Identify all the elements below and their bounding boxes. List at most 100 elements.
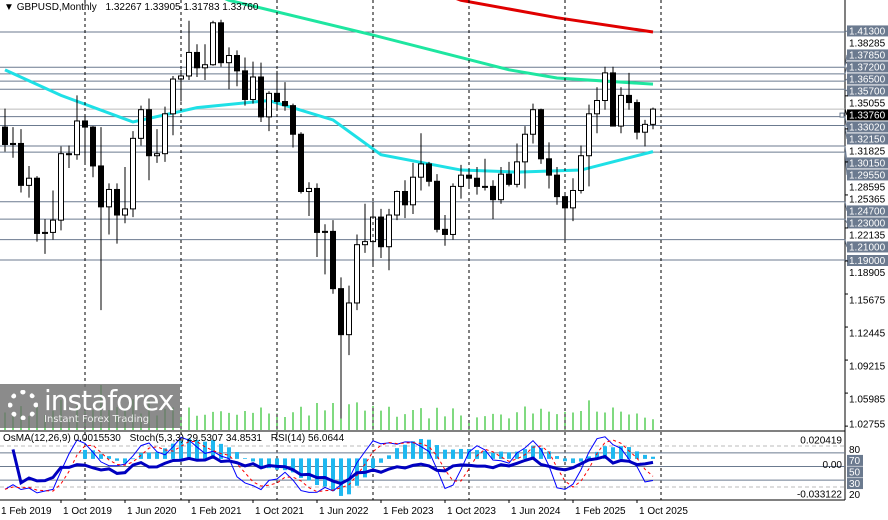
candle-body (586, 113, 592, 157)
candle-body (138, 109, 144, 139)
osma-bar (299, 458, 303, 478)
candle-body (330, 230, 336, 290)
osma-bar (611, 447, 615, 459)
osma-axis-label: 0.020419 (800, 436, 842, 447)
moving-average-line (224, 0, 654, 86)
y-tick-label: 1.02755 (849, 420, 886, 431)
level-tag-label: 1.21000 (849, 242, 886, 253)
current-price-label: 1.33760 (849, 110, 886, 121)
osma-bar (435, 445, 439, 459)
y-tick-label: 1.05985 (849, 395, 886, 406)
osma-bar (107, 456, 111, 459)
osma-bar (99, 454, 103, 459)
tag-leader (844, 66, 848, 75)
osma-bar (163, 448, 167, 459)
indicator-level-label: 50 (849, 467, 861, 478)
level-tag (847, 255, 888, 267)
candle-body (146, 109, 152, 157)
candle-body (418, 163, 424, 178)
osma-bar (211, 440, 215, 459)
candle-body (362, 241, 368, 246)
indicator-header: OsMA(12,26,9) 0.0015530 Stoch(5,3,3) 29.… (3, 433, 344, 444)
candle-body (514, 161, 520, 185)
y-tick-label: 1.31825 (849, 146, 886, 157)
osma-bar (315, 458, 319, 486)
candle-body (570, 189, 576, 209)
tag-leader (844, 30, 848, 33)
candle-body (210, 22, 216, 66)
osma-bar (131, 458, 135, 460)
osma-bar (459, 448, 463, 459)
level-tag-label: 1.24700 (849, 206, 886, 217)
candle-body (106, 188, 112, 208)
candle-body (194, 51, 200, 69)
osma-bar (587, 456, 591, 459)
osma-bar (563, 458, 567, 462)
candle-body (226, 55, 232, 64)
candle-body (434, 180, 440, 230)
level-tag (847, 121, 888, 133)
osma-bar (291, 458, 295, 473)
candle-body (394, 191, 400, 216)
candle-body (26, 177, 32, 186)
osma-bar (347, 458, 351, 495)
y-tick-label: 1.15675 (849, 296, 886, 307)
candle-body (618, 94, 624, 127)
candle-body (610, 72, 616, 127)
osma-bar (243, 458, 247, 459)
candle-body (202, 64, 208, 69)
x-tick-label: 1 Oct 2025 (639, 506, 688, 517)
y-tick-label: 1.22135 (849, 230, 886, 241)
osma-bar (515, 451, 519, 459)
candle-body (386, 214, 392, 248)
osma-bar (643, 454, 647, 459)
indicator-level-label: 70 (849, 456, 861, 467)
tag-leader (844, 218, 848, 224)
osma-bar (491, 452, 495, 459)
osma-bar (483, 450, 487, 459)
rsi-readout: RSI(14) 56.0644 (270, 433, 345, 444)
osma-bar (467, 448, 471, 459)
stochastic-main-line (4, 436, 654, 494)
osma-bar (283, 458, 287, 471)
candle-body (554, 174, 560, 198)
moving-average-line (455, 0, 654, 34)
osma-bar (427, 439, 431, 459)
osma-bar (475, 450, 479, 459)
osma-bar (579, 458, 583, 462)
osma-bar (603, 446, 607, 459)
candle-body (306, 187, 312, 193)
osma-bar (379, 458, 383, 463)
level-tag-label: 1.32150 (849, 134, 886, 145)
candle-body (314, 187, 320, 233)
level-tag-label: 1.37200 (849, 62, 886, 73)
logo-tagline: Instant Forex Trading (44, 414, 150, 425)
tag-leader (844, 152, 848, 175)
x-tick-label: 1 Feb 2021 (191, 506, 242, 517)
osma-bar (635, 451, 639, 459)
ohlc-readout: 1.32267 1.33905 1.31783 1.33760 (105, 2, 259, 13)
osma-bar (411, 441, 415, 459)
logo-name: instaforex (44, 384, 174, 417)
candle-body (354, 244, 360, 304)
osma-bar (331, 458, 335, 492)
osma-bar (195, 439, 199, 459)
level-tag (847, 241, 888, 253)
osma-bar (387, 455, 391, 459)
level-tag (847, 133, 888, 145)
x-tick-label: 1 Feb 2019 (1, 506, 52, 517)
y-tick-label: 1.12445 (849, 329, 886, 340)
candle-body (602, 72, 608, 102)
osma-bar (371, 458, 375, 469)
osma-bar (267, 458, 271, 469)
osma-bar (155, 451, 159, 459)
collapse-arrow-icon[interactable]: ▼ (4, 2, 14, 13)
x-tick-label: 1 Feb 2023 (383, 506, 434, 517)
tag-leader (844, 145, 848, 163)
candle-body (2, 126, 8, 145)
candle-body (114, 188, 120, 216)
osma-bar (307, 458, 311, 481)
tag-leader (844, 78, 848, 82)
osma-bar (651, 456, 655, 459)
